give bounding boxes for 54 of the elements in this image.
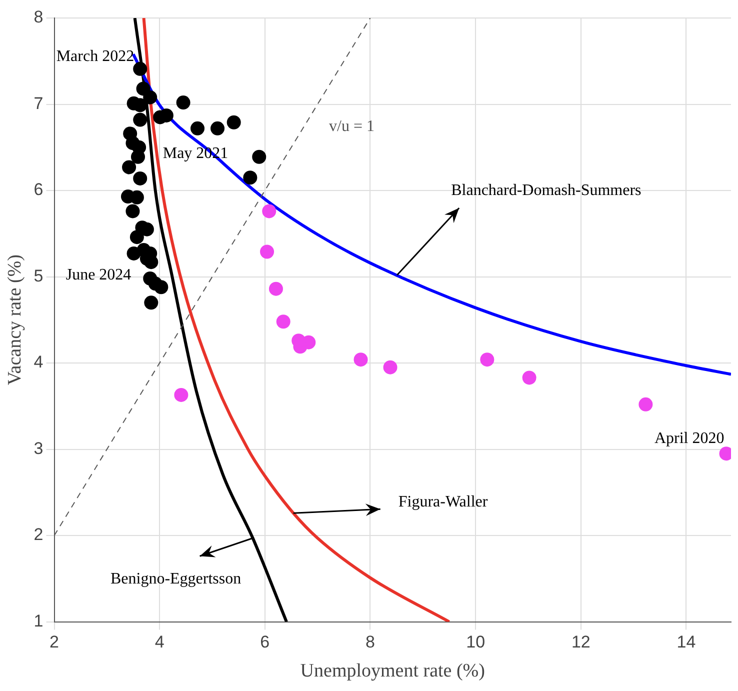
point [383,360,398,374]
x-tick-label: 6 [260,632,270,652]
annotation: Blanchard-Domash-Summers [451,182,642,200]
annotation: March 2022 [56,48,134,66]
y-tick-label: 2 [34,525,44,544]
point [638,397,653,412]
point [243,170,258,185]
point [176,96,190,110]
y-tick-label: 6 [34,180,44,200]
y-tick-label: 5 [34,266,44,286]
point [130,150,145,164]
point [260,244,274,259]
annotation: June 2024 [66,266,132,284]
point [133,98,148,112]
annotation: v/u = 1 [329,118,374,135]
point [268,282,283,296]
y-axis-title: Vacancy rate (%) [4,254,26,386]
x-tick-label: 8 [366,632,375,652]
x-axis-title: Unemployment rate (%) [300,660,485,682]
line-series [132,52,731,376]
point [133,62,148,76]
point [262,204,276,218]
annotation: Figura-Waller [398,493,488,510]
x-tick-label: 4 [154,632,164,652]
y-tick-label: 7 [34,94,44,113]
annotation: Benigno-Eggertsson [110,570,242,588]
x-tick-label: 12 [571,632,590,652]
y-tick-label: 4 [34,352,44,372]
point [210,121,225,136]
point [133,112,148,127]
point [354,352,368,367]
point [480,352,494,367]
x-tick-label: 10 [466,632,486,652]
annotation: April 2020 [654,430,724,447]
point [130,190,144,204]
y-tick-label: 1 [34,611,44,630]
point [226,115,241,130]
point [126,204,140,218]
point [276,314,290,329]
x-tick-label: 2 [50,632,59,652]
point [522,370,536,385]
point [133,171,148,186]
point [174,388,188,402]
point [143,90,158,104]
x-tick-label: 14 [676,632,696,652]
y-tick-label: 8 [34,8,44,27]
point [190,121,205,136]
y-tick-label: 3 [34,438,44,458]
point [252,150,266,164]
point [144,296,158,310]
point [144,255,158,270]
point [122,160,136,174]
point [154,280,168,294]
point [130,230,144,244]
